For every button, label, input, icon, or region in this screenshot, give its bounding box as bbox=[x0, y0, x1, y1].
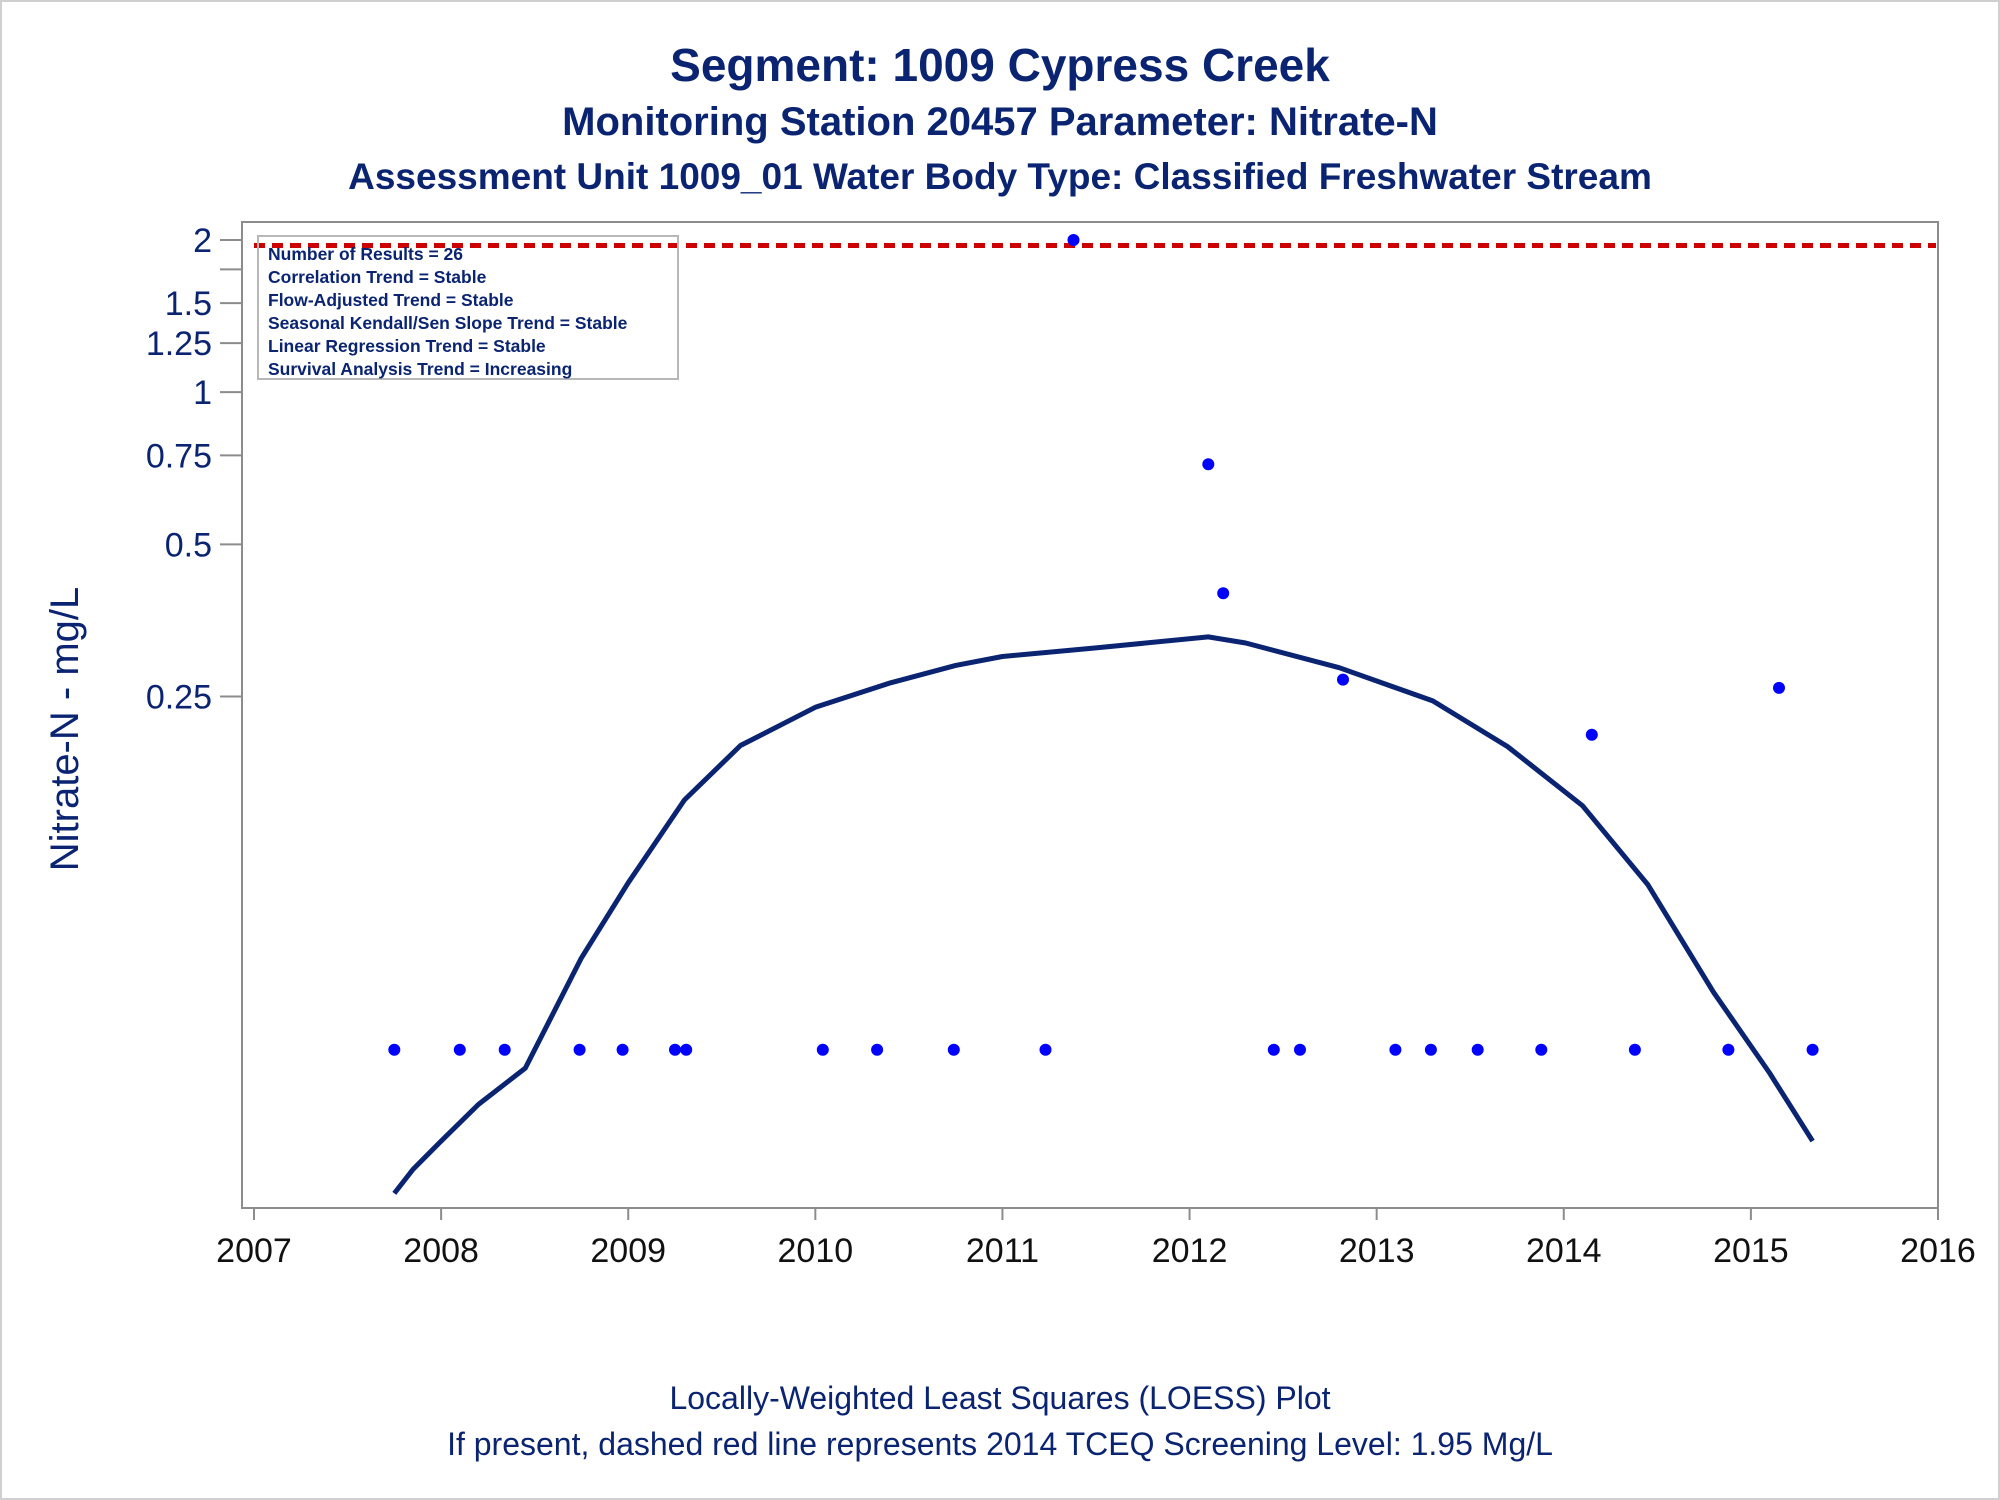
stats-line: Linear Regression Trend = Stable bbox=[268, 336, 546, 356]
data-point bbox=[1267, 1043, 1280, 1056]
stats-box-frame bbox=[257, 235, 679, 380]
x-tick-label: 2016 bbox=[1900, 1232, 1976, 1270]
x-tick-label: 2013 bbox=[1339, 1232, 1415, 1270]
data-point bbox=[1722, 1043, 1735, 1056]
data-point bbox=[573, 1043, 586, 1056]
loess-curve bbox=[392, 634, 1815, 1195]
data-point bbox=[1067, 234, 1080, 246]
data-point bbox=[616, 1043, 629, 1056]
x-tick-label: 2014 bbox=[1526, 1232, 1602, 1270]
data-point bbox=[1628, 1043, 1641, 1056]
y-tick-label: 0.75 bbox=[146, 437, 212, 475]
y-axis: 2 1.51.25 1 0.75 0.5 0.25 bbox=[146, 222, 242, 717]
data-point bbox=[1806, 1043, 1819, 1056]
data-point bbox=[1202, 458, 1215, 471]
plot-area bbox=[241, 221, 1939, 1209]
data-point bbox=[669, 1043, 681, 1056]
y-tick-label: 1.25 bbox=[146, 325, 212, 363]
stats-line: Survival Analysis Trend = Increasing bbox=[268, 359, 572, 379]
stats-line: Correlation Trend = Stable bbox=[268, 267, 487, 287]
data-point bbox=[816, 1043, 829, 1056]
x-tick-label: 2015 bbox=[1713, 1232, 1789, 1270]
x-tick-label: 2012 bbox=[1152, 1232, 1228, 1270]
data-point bbox=[871, 1043, 884, 1056]
stats-line: Number of Results = 26 bbox=[268, 244, 463, 264]
x-tick-label: 2008 bbox=[403, 1232, 479, 1270]
y-axis-label: Nitrate-N - mg/L bbox=[43, 587, 87, 872]
data-point bbox=[498, 1043, 511, 1056]
data-point bbox=[1337, 673, 1349, 686]
x-tick-label: 2007 bbox=[216, 1232, 292, 1270]
x-tick-label: 2010 bbox=[778, 1232, 854, 1270]
y-tick-label: 0.5 bbox=[165, 526, 212, 564]
stats-line: Seasonal Kendall/Sen Slope Trend = Stabl… bbox=[268, 313, 628, 333]
data-points bbox=[388, 234, 1819, 1056]
y-tick-label: 1.5 bbox=[165, 285, 212, 323]
data-point bbox=[1773, 681, 1785, 694]
chart-subtitle-2: Assessment Unit 1009_01 Water Body Type:… bbox=[348, 156, 1652, 197]
y-tick-label: 0.25 bbox=[146, 679, 212, 717]
y-tick-label: 2 bbox=[193, 222, 212, 260]
data-point bbox=[1039, 1043, 1052, 1056]
stats-line: Flow-Adjusted Trend = Stable bbox=[268, 290, 514, 310]
x-tick-label: 2009 bbox=[590, 1232, 666, 1270]
footnote-screening: If present, dashed red line represents 2… bbox=[447, 1426, 1553, 1462]
data-point bbox=[1585, 728, 1598, 741]
data-point bbox=[388, 1043, 401, 1056]
x-tick-label: 2011 bbox=[966, 1232, 1039, 1270]
data-point bbox=[1217, 587, 1230, 600]
stats-box: Number of Results = 26 Correlation Trend … bbox=[257, 235, 679, 380]
data-point bbox=[1471, 1043, 1484, 1056]
data-point bbox=[1389, 1043, 1402, 1056]
data-point bbox=[1424, 1043, 1437, 1056]
data-point bbox=[453, 1043, 466, 1056]
data-point bbox=[680, 1043, 693, 1056]
data-point bbox=[947, 1043, 960, 1056]
data-point bbox=[1294, 1043, 1306, 1056]
x-axis: 2007 2008 2009 2010 2011 2012 2013 2014 2015 2016 bbox=[216, 1208, 1976, 1270]
data-point bbox=[1535, 1043, 1548, 1056]
chart-title: Segment: 1009 Cypress Creek bbox=[670, 39, 1330, 91]
chart-subtitle: Monitoring Station 20457 Parameter: Nitr… bbox=[562, 100, 1438, 144]
y-tick-label: 1 bbox=[193, 374, 212, 412]
footnote-loess: Locally-Weighted Least Squares (LOESS) P… bbox=[669, 1380, 1331, 1416]
